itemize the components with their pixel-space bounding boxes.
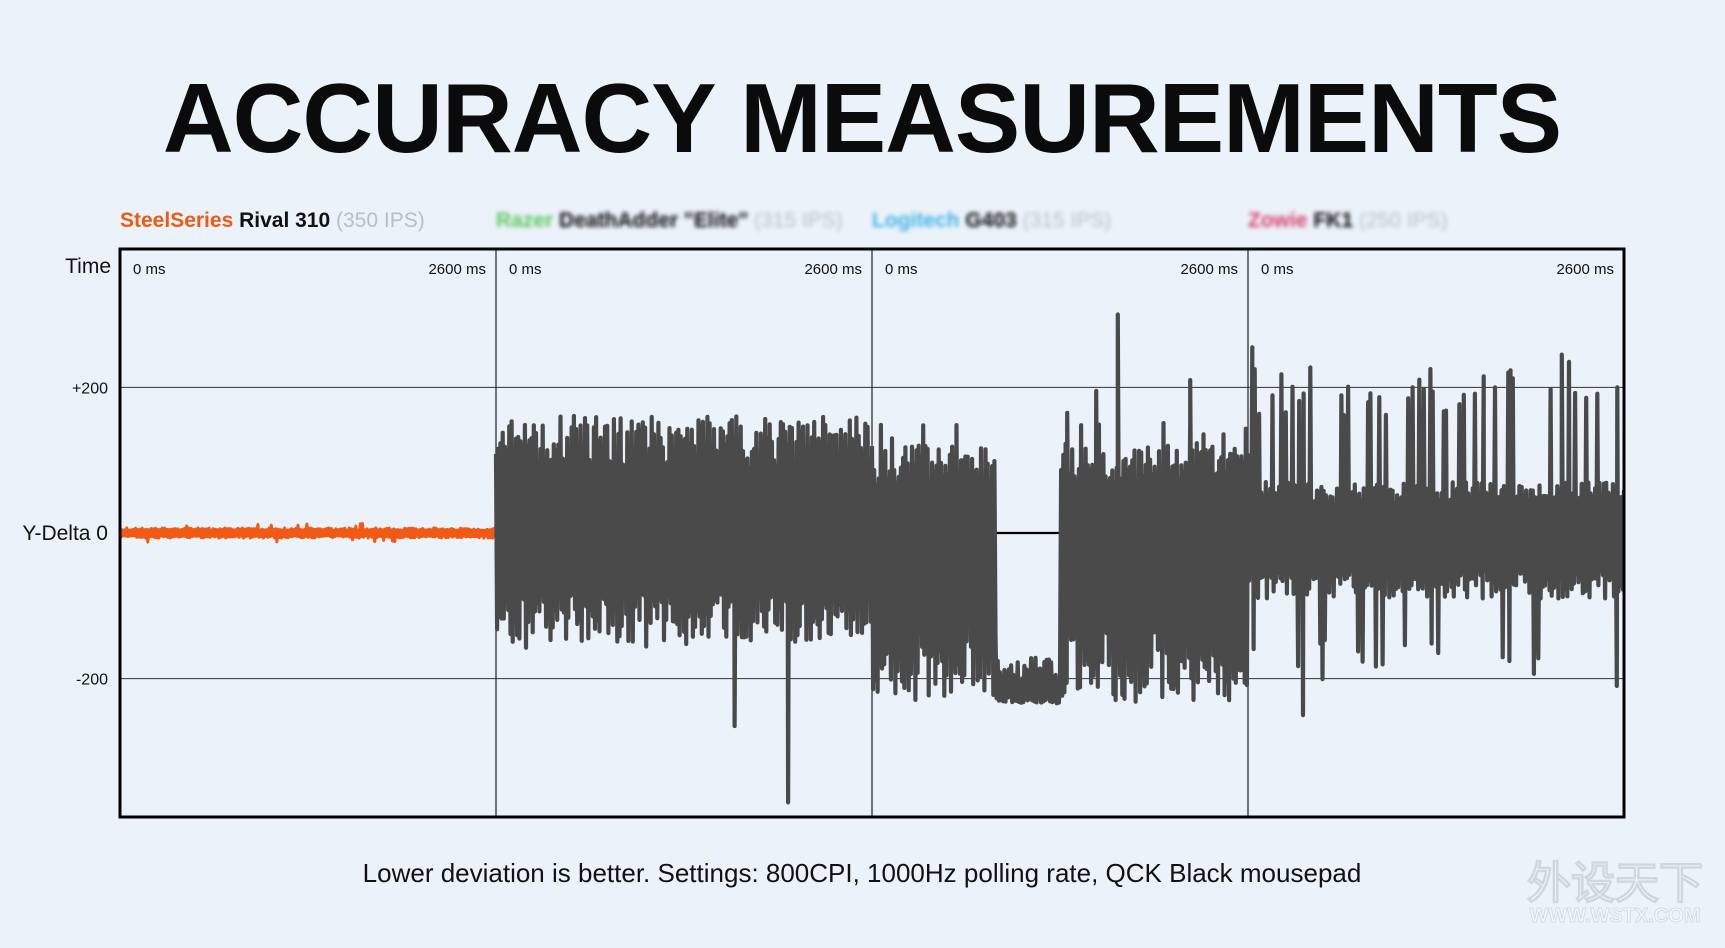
legend-label: Razer DeathAdder "Elite" (315 IPS) [496, 209, 843, 232]
legend-brand: SteelSeries [120, 209, 239, 232]
legend-entry: Razer DeathAdder "Elite" (315 IPS) [496, 209, 843, 232]
time-tick-end: 2600 ms [1180, 261, 1238, 278]
y-axis-label: Y-Delta 0 [22, 522, 108, 545]
chart-title: ACCURACY MEASUREMENTS [163, 63, 1561, 173]
footnote: Lower deviation is better. Settings: 800… [363, 858, 1362, 888]
watermark-url: WWW.WSTX.COM [1529, 905, 1700, 927]
series-line-razer [493, 413, 875, 805]
legend-ips: (315 IPS) [754, 209, 843, 232]
legend-brand: Razer [496, 209, 559, 232]
legend-label: Logitech G403 (315 IPS) [872, 209, 1111, 232]
time-tick-end: 2600 ms [804, 261, 862, 278]
plot-frame [118, 247, 1626, 819]
watermark: 外设天下 WWW.WSTX.COM [1527, 859, 1704, 928]
legend-label: Zowie FK1 (250 IPS) [1248, 209, 1448, 232]
legend-label: SteelSeries Rival 310 (350 IPS) [120, 209, 425, 232]
legend-ips: (250 IPS) [1359, 209, 1448, 232]
legend: SteelSeries Rival 310 (350 IPS) Razer Dea… [120, 209, 1448, 232]
legend-ips: (350 IPS) [336, 209, 425, 232]
series-layer [120, 312, 1624, 805]
legend-model: FK1 [1313, 209, 1359, 232]
time-tick-start: 0 ms [885, 261, 918, 278]
legend-entry: Zowie FK1 (250 IPS) [1248, 209, 1448, 232]
legend-model: Rival 310 [239, 209, 336, 232]
time-tick-end: 2600 ms [1556, 261, 1614, 278]
time-tick-start: 0 ms [509, 261, 542, 278]
legend-model: G403 [965, 209, 1022, 232]
legend-entry: Logitech G403 (315 IPS) [872, 209, 1111, 232]
legend-brand: Logitech [872, 209, 965, 232]
time-tick-start: 0 ms [133, 261, 166, 278]
series-line-steelseries [120, 522, 498, 544]
axes: 0 ms 2600 ms 0 ms 2600 ms 0 ms 2600 ms 0 ms 260… [22, 247, 1626, 819]
time-axis-label: Time [65, 255, 111, 278]
time-tick-end: 2600 ms [428, 261, 486, 278]
time-tick-start: 0 ms [1261, 261, 1294, 278]
series-line-zowie [1245, 345, 1624, 718]
legend-brand: Zowie [1248, 209, 1313, 232]
watermark-cn: 外设天下 [1527, 859, 1703, 908]
legend-ips: (315 IPS) [1023, 209, 1112, 232]
y-tick-label: +200 [72, 380, 108, 397]
legend-entry: SteelSeries Rival 310 (350 IPS) [120, 209, 425, 232]
legend-model: DeathAdder "Elite" [559, 209, 754, 232]
series-line-logitech [869, 312, 1251, 706]
y-tick-label: -200 [76, 672, 108, 689]
